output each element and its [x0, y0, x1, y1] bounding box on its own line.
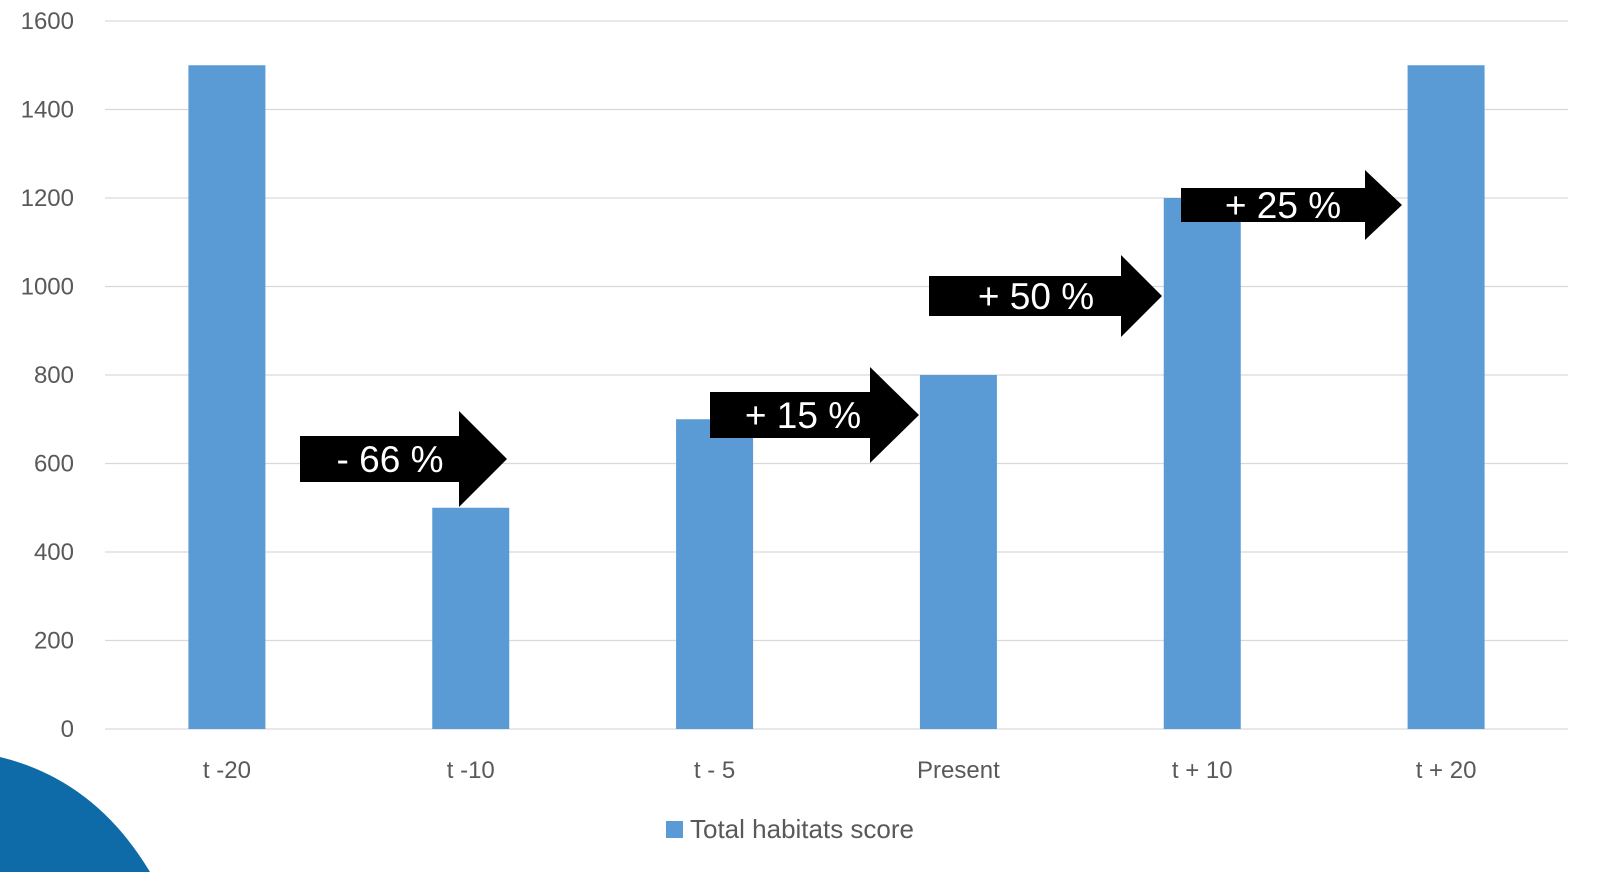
- x-tick-label: t + 10: [1172, 757, 1233, 784]
- x-tick-label: t + 20: [1416, 757, 1477, 784]
- change-arrow-label: + 15 %: [745, 395, 861, 436]
- y-axis-tick-labels: 0 200 400 600 800 1000 1200 1400 1600: [21, 8, 74, 743]
- change-arrow: + 50 %: [929, 255, 1162, 337]
- gridlines: [105, 20, 1568, 730]
- y-tick-label: 1400: [21, 97, 74, 124]
- bar: [919, 375, 997, 729]
- change-arrow-shape: [300, 411, 507, 507]
- change-arrow: - 66 %: [300, 411, 507, 507]
- y-tick-label: 1600: [21, 8, 74, 35]
- corner-decoration-layer: [0, 757, 150, 872]
- y-tick-label: 800: [34, 362, 74, 389]
- change-arrow-label: - 66 %: [337, 439, 444, 480]
- change-arrow-label: + 50 %: [978, 276, 1094, 317]
- change-arrow-shape: [1181, 170, 1402, 240]
- corner-accent-shape: [0, 757, 150, 872]
- bar: [432, 507, 510, 729]
- bar: [676, 419, 754, 729]
- x-tick-label: t -10: [447, 757, 495, 784]
- bar: [1407, 65, 1485, 729]
- y-tick-label: 200: [34, 628, 74, 655]
- y-tick-label: 1000: [21, 274, 74, 301]
- change-arrow-shape: [929, 255, 1162, 337]
- change-arrow-label: + 25 %: [1225, 185, 1341, 226]
- legend: Total habitats score: [666, 814, 914, 844]
- legend-label: Total habitats score: [690, 814, 914, 844]
- bars: [188, 65, 1485, 729]
- legend-swatch: [666, 821, 683, 838]
- y-tick-label: 400: [34, 539, 74, 566]
- bar: [188, 65, 266, 729]
- y-tick-label: 0: [61, 716, 74, 743]
- change-arrow: + 15 %: [710, 367, 919, 463]
- y-tick-label: 1200: [21, 185, 74, 212]
- change-arrow-shape: [710, 367, 919, 463]
- x-tick-label: t -20: [203, 757, 251, 784]
- bar: [1163, 198, 1241, 729]
- x-tick-label: t - 5: [694, 757, 735, 784]
- change-arrow: + 25 %: [1181, 170, 1402, 240]
- y-tick-label: 600: [34, 451, 74, 478]
- x-tick-label: Present: [917, 757, 1000, 784]
- change-arrows: - 66 % + 15 % + 50 % + 25 %: [300, 170, 1402, 507]
- x-axis-tick-labels: t -20 t -10 t - 5 Present t + 10 t + 20: [203, 757, 1477, 784]
